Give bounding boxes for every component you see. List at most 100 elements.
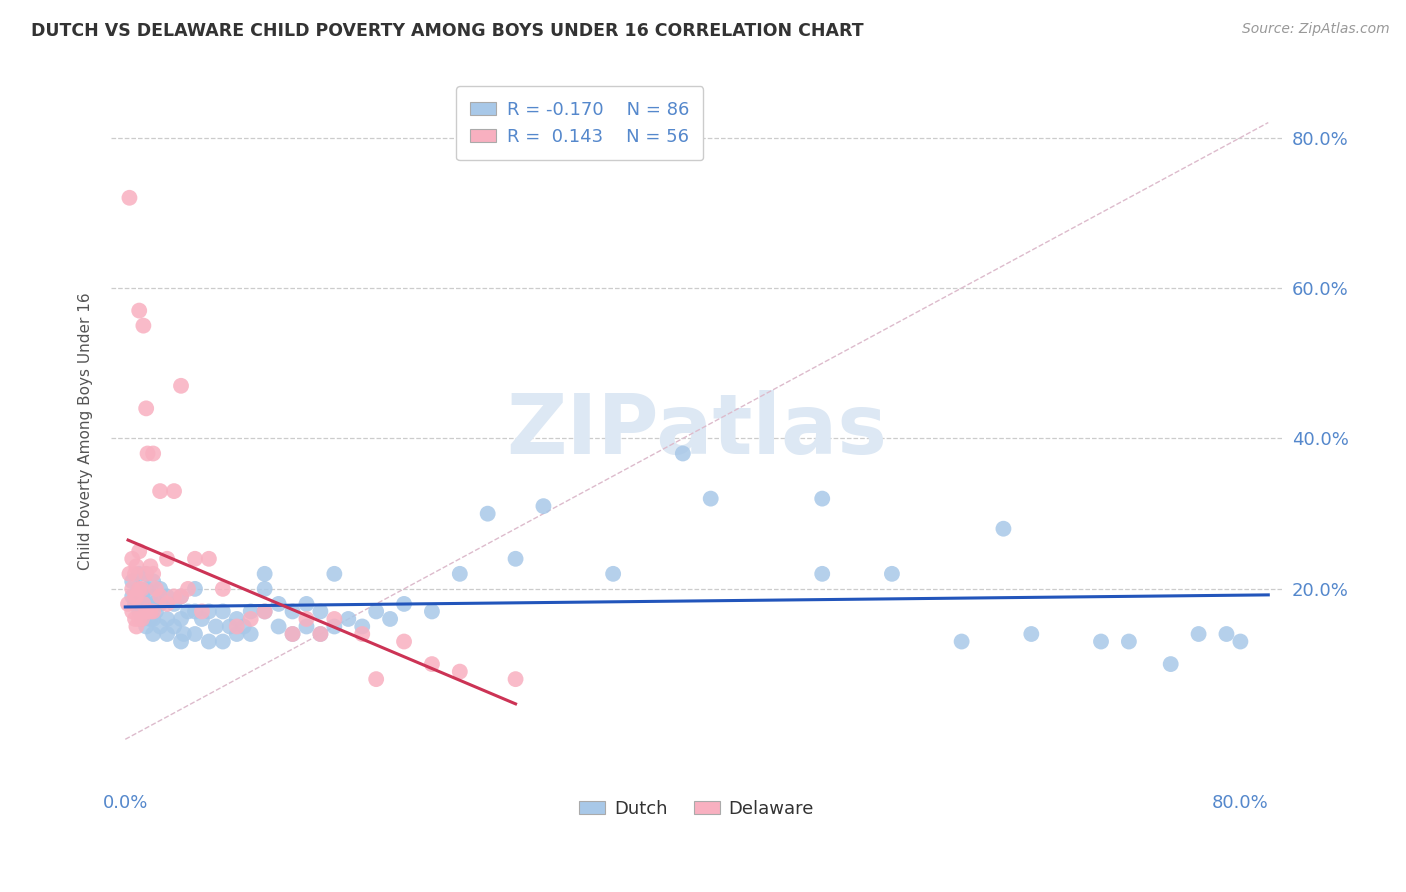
Point [145, 582, 167, 596]
Point [1090, 634, 1112, 648]
Point [352, 627, 374, 641]
Point [323, 619, 346, 633]
Point [309, 627, 332, 641]
Point [811, 491, 834, 506]
Point [198, 604, 221, 618]
Point [170, 590, 193, 604]
Point [121, 574, 143, 589]
Point [267, 597, 290, 611]
Point [281, 627, 304, 641]
Point [163, 597, 186, 611]
Point [295, 619, 318, 633]
Point [281, 604, 304, 618]
Point [191, 604, 214, 618]
Point [378, 612, 401, 626]
Point [1021, 627, 1043, 641]
Point [149, 619, 172, 633]
Point [125, 559, 148, 574]
Point [184, 582, 207, 596]
Point [1229, 634, 1251, 648]
Point [135, 401, 157, 416]
Point [177, 604, 200, 618]
Point [124, 590, 146, 604]
Text: Source: ZipAtlas.com: Source: ZipAtlas.com [1241, 22, 1389, 37]
Point [184, 551, 207, 566]
Point [1118, 634, 1140, 648]
Point [145, 604, 167, 618]
Point [142, 597, 165, 611]
Point [118, 191, 141, 205]
Point [672, 446, 695, 460]
Point [880, 566, 903, 581]
Point [170, 590, 193, 604]
Text: ZIPatlas: ZIPatlas [506, 391, 887, 472]
Point [392, 634, 415, 648]
Point [309, 627, 332, 641]
Point [225, 627, 247, 641]
Point [225, 612, 247, 626]
Point [156, 612, 179, 626]
Point [163, 484, 186, 499]
Point [156, 551, 179, 566]
Point [117, 597, 139, 611]
Point [124, 566, 146, 581]
Point [156, 590, 179, 604]
Point [225, 619, 247, 633]
Point [121, 582, 143, 596]
Point [337, 612, 360, 626]
Point [142, 627, 165, 641]
Point [366, 672, 388, 686]
Point [128, 582, 150, 596]
Point [198, 634, 221, 648]
Point [281, 627, 304, 641]
Point [239, 604, 262, 618]
Point [149, 484, 172, 499]
Point [177, 582, 200, 596]
Point [132, 318, 155, 333]
Point [1160, 657, 1182, 671]
Text: DUTCH VS DELAWARE CHILD POVERTY AMONG BOYS UNDER 16 CORRELATION CHART: DUTCH VS DELAWARE CHILD POVERTY AMONG BO… [31, 22, 863, 40]
Point [205, 619, 228, 633]
Point [184, 604, 207, 618]
Point [118, 566, 141, 581]
Point [136, 446, 159, 460]
Point [142, 612, 165, 626]
Point [139, 590, 162, 604]
Point [131, 612, 153, 626]
Point [449, 566, 471, 581]
Point [420, 657, 443, 671]
Point [602, 566, 624, 581]
Point [993, 522, 1015, 536]
Point [211, 582, 233, 596]
Point [295, 597, 318, 611]
Point [149, 590, 172, 604]
Point [811, 566, 834, 581]
Point [124, 597, 146, 611]
Point [449, 665, 471, 679]
Point [253, 582, 276, 596]
Point [170, 634, 193, 648]
Point [135, 582, 157, 596]
Point [135, 566, 157, 581]
Point [239, 612, 262, 626]
Point [149, 582, 172, 596]
Point [124, 612, 146, 626]
Point [128, 604, 150, 618]
Point [184, 627, 207, 641]
Point [131, 582, 153, 596]
Point [198, 551, 221, 566]
Point [132, 604, 155, 618]
Point [163, 619, 186, 633]
Point [163, 590, 186, 604]
Point [128, 566, 150, 581]
Point [121, 590, 143, 604]
Point [323, 566, 346, 581]
Point [1187, 627, 1209, 641]
Point [139, 604, 162, 618]
Point [1215, 627, 1237, 641]
Point [142, 574, 165, 589]
Point [170, 379, 193, 393]
Point [135, 597, 157, 611]
Point [135, 566, 157, 581]
Legend: Dutch, Delaware: Dutch, Delaware [572, 792, 821, 825]
